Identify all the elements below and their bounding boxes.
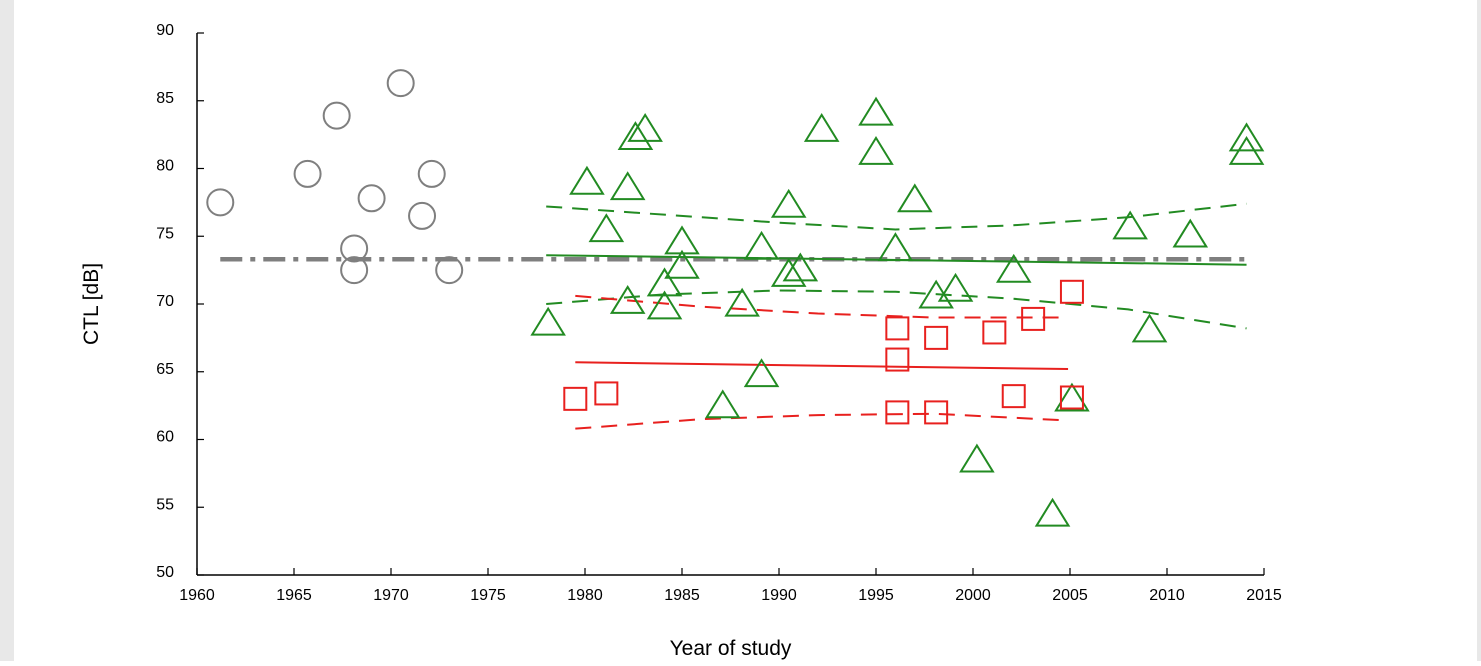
circle-marker (417, 159, 446, 188)
y-tick-label: 90 (156, 22, 174, 39)
triangle-marker (803, 112, 840, 142)
triangle-marker (782, 252, 819, 282)
triangle-marker (627, 112, 663, 142)
fit-line-dashed (575, 294, 1069, 319)
square-marker (1021, 306, 1046, 331)
y-tick-label: 70 (156, 293, 174, 310)
square-marker (885, 347, 910, 372)
square-marker (885, 316, 910, 341)
triangle-marker (877, 232, 914, 262)
square-marker (885, 400, 910, 425)
square-marker (924, 325, 949, 350)
x-tick-label: 1980 (567, 587, 603, 604)
y-tick-label: 80 (156, 158, 174, 175)
triangle-marker (959, 443, 995, 473)
triangle-marker (897, 183, 933, 213)
square-marker (1001, 384, 1026, 409)
y-tick-label: 85 (156, 90, 174, 107)
y-tick-label: 60 (156, 429, 174, 446)
x-tick-label: 1995 (858, 587, 894, 604)
triangle-marker (937, 272, 974, 302)
circle-marker (206, 188, 235, 217)
y-axis-title: CTL [dB] (80, 263, 103, 345)
triangle-marker (770, 257, 807, 287)
triangle-marker (1172, 218, 1209, 248)
triangle-marker (1131, 313, 1168, 343)
triangle-marker (724, 287, 760, 317)
y-tick-label: 75 (156, 225, 174, 242)
x-tick-label: 1965 (276, 587, 312, 604)
square-marker (924, 400, 949, 425)
x-tick-label: 1975 (470, 587, 506, 604)
triangle-marker (770, 188, 807, 218)
triangle-marker (858, 96, 894, 126)
triangle-marker (743, 230, 780, 260)
y-tick-label: 65 (156, 361, 174, 378)
x-tick-label: 2000 (955, 587, 991, 604)
fit-line-solid (575, 361, 1069, 371)
x-tick-label: 2005 (1052, 587, 1088, 604)
circle-marker (340, 256, 369, 285)
circle-marker (408, 201, 437, 230)
fit-line-dashed (575, 412, 1069, 430)
triangle-marker (1034, 497, 1071, 527)
x-tick-label: 1970 (373, 587, 409, 604)
triangle-marker (858, 135, 894, 165)
triangle-marker (743, 358, 780, 388)
axes: 1960 1965 1970 1975 1980 1985 1990 1995 2000 2005… (156, 22, 1282, 604)
triangle-marker (664, 225, 700, 255)
triangle-marker (704, 389, 741, 419)
triangle-marker (609, 285, 646, 314)
circle-marker (293, 159, 322, 188)
triangle-marker (617, 121, 654, 150)
circle-marker (322, 101, 351, 130)
fit-line-dashed (546, 202, 1247, 231)
triangle-marker (664, 249, 700, 279)
triangle-marker (1228, 135, 1265, 165)
y-tick-label: 55 (156, 496, 174, 513)
square-marker (1059, 385, 1084, 410)
y-tick-label: 50 (156, 564, 174, 581)
circle-marker (435, 256, 464, 285)
circle-marker (357, 184, 386, 213)
triangle-marker (609, 171, 646, 201)
x-tick-label: 1985 (664, 587, 700, 604)
triangle-marker (646, 290, 683, 320)
square-marker (594, 381, 619, 406)
data-points (206, 69, 1265, 527)
x-tick-label: 2010 (1149, 587, 1185, 604)
x-tick-label: 1990 (761, 587, 797, 604)
triangle-marker (995, 253, 1032, 283)
circle-marker (340, 234, 369, 263)
triangle-marker (588, 213, 625, 243)
triangle-marker (1054, 382, 1090, 412)
circle-marker (386, 69, 415, 98)
triangle-marker (569, 165, 605, 195)
square-marker (1059, 279, 1084, 304)
triangle-marker (1228, 122, 1265, 152)
x-tick-label: 2015 (1246, 587, 1282, 604)
square-marker (563, 386, 588, 411)
x-axis-title: Year of study (670, 637, 792, 660)
triangle-marker (530, 306, 566, 336)
scatter-chart: 1960 1965 1970 1975 1980 1985 1990 1995 2000 2005… (80, 22, 1282, 660)
x-tick-label: 1960 (179, 587, 215, 604)
triangle-marker (1112, 210, 1148, 240)
triangle-marker (646, 267, 683, 297)
square-marker (982, 320, 1007, 345)
